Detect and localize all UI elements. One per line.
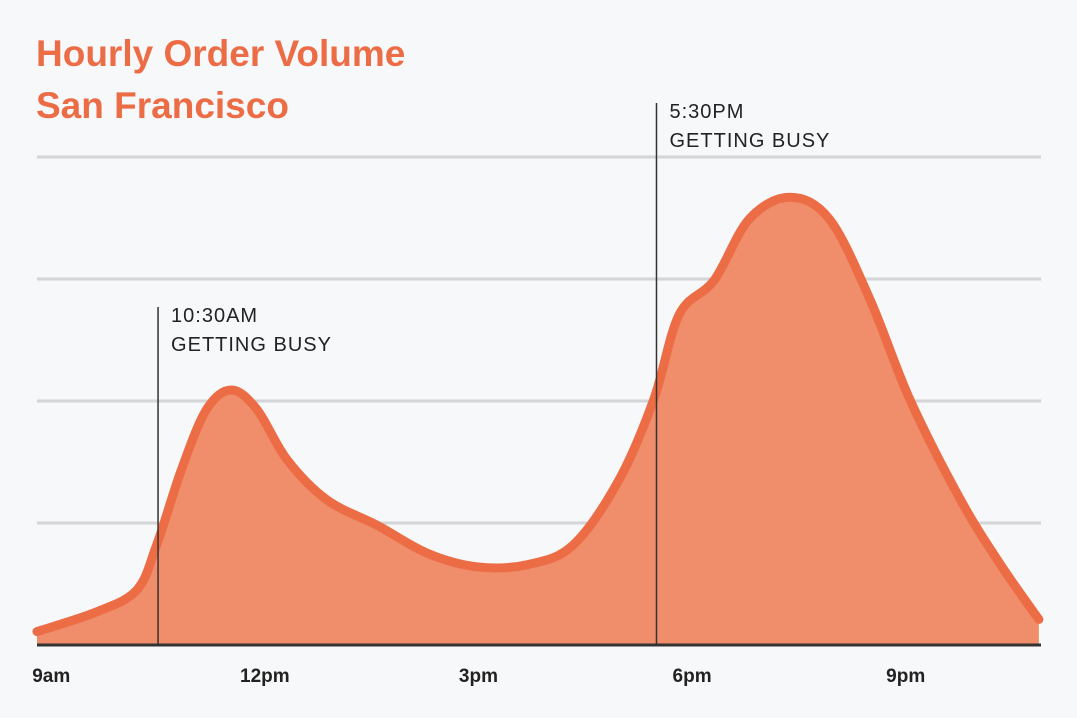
chart-subtitle: San Francisco <box>36 85 289 126</box>
x-tick-label: 3pm <box>459 666 498 687</box>
area-fill <box>37 197 1039 645</box>
x-tick-label: 9pm <box>886 666 925 687</box>
x-tick-label: 9am <box>32 666 70 687</box>
chart-title: Hourly Order Volume <box>36 33 405 74</box>
x-tick-label: 6pm <box>673 666 712 687</box>
annotation-text: GETTING BUSY <box>171 334 332 356</box>
annotation-text: GETTING BUSY <box>669 130 830 152</box>
x-tick-label: 12pm <box>240 666 290 687</box>
annotation-text: 5:30PM <box>669 101 744 123</box>
area-line <box>32 192 1044 637</box>
annotation-text: 10:30AM <box>171 305 258 327</box>
